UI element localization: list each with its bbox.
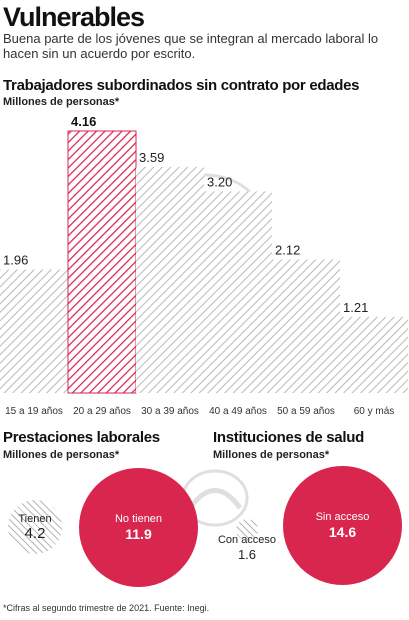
- health-no-access-label: Sin acceso: [315, 511, 370, 523]
- health-access-circle: [236, 519, 258, 541]
- benefits-have-label: Tienen: [18, 512, 52, 525]
- page-subtitle: Buena parte de los jóvenes que se integr…: [3, 31, 379, 61]
- bar-6: [340, 316, 408, 393]
- benefits-lack-circle: No tienen 11.9: [79, 468, 198, 587]
- footnote: *Cifras al segundo trimestre de 2021. Fu…: [3, 603, 210, 613]
- bar-chart-unit: Millones de personas*: [3, 96, 120, 108]
- health-access-value: 1.6: [237, 547, 257, 562]
- category-label-1: 15 a 19 años: [5, 406, 63, 417]
- health-no-access-circle: Sin acceso 14.6: [283, 466, 402, 585]
- bar-chart: 1.96 4.16 3.59 3.20 2.12 1.21 15 a 19 años 20 …: [0, 114, 408, 417]
- category-label-4: 40 a 49 años: [209, 406, 267, 417]
- bar-5: [272, 259, 340, 393]
- bar-3: [136, 166, 204, 393]
- category-label-6: 60 y más: [354, 406, 395, 417]
- health-access-label: Con acceso: [217, 534, 277, 546]
- benefits-lack-label: No tienen: [114, 513, 163, 525]
- category-label-2: 20 a 29 años: [73, 406, 131, 417]
- benefits-unit: Millones de personas*: [3, 449, 120, 461]
- benefits-have-circle: Tienen 4.2: [8, 500, 62, 554]
- bar-chart-title: Trabajadores subordinados sin contrato p…: [3, 77, 360, 94]
- bar-value-label-2: 4.16: [71, 114, 96, 129]
- page-title: Vulnerables: [3, 2, 145, 32]
- bar-4: [204, 191, 272, 393]
- bar-2: [67, 130, 137, 394]
- bar-1: [0, 269, 68, 393]
- category-label-5: 50 a 59 años: [277, 406, 335, 417]
- health-unit: Millones de personas*: [213, 449, 330, 461]
- bar-value-label-6: 1.21: [343, 300, 368, 315]
- health-no-access-value: 14.6: [328, 524, 357, 540]
- health-title: Instituciones de salud: [213, 429, 364, 446]
- benefits-have-value: 4.2: [24, 524, 46, 542]
- bar-value-label-1: 1.96: [3, 253, 28, 268]
- health-access-text: Con acceso 1.6: [209, 534, 285, 563]
- bar-value-label-3: 3.59: [139, 150, 164, 165]
- benefits-lack-value: 11.9: [125, 526, 152, 542]
- category-label-3: 30 a 39 años: [141, 406, 199, 417]
- bar-value-label-5: 2.12: [275, 242, 300, 257]
- bar-value-label-4: 3.20: [207, 174, 232, 189]
- benefits-title: Prestaciones laborales: [3, 429, 160, 446]
